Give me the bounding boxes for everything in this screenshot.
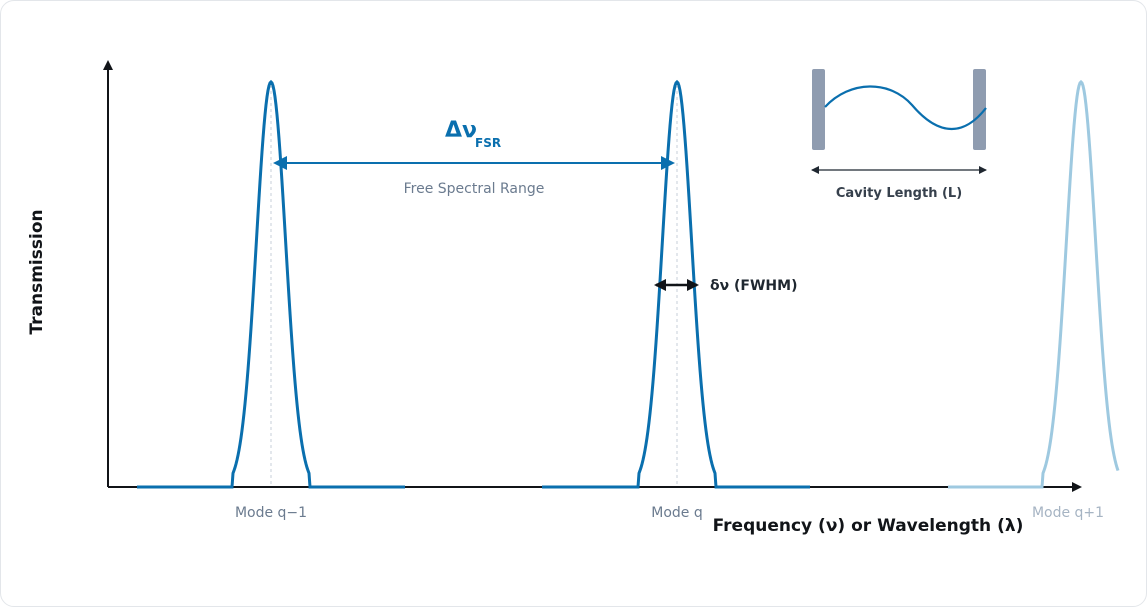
mode-label-q: Mode q — [651, 505, 702, 521]
mode-label-q-minus-1: Mode q−1 — [235, 505, 307, 521]
mode-peak-q-minus-1 — [137, 79, 405, 489]
mode-peak-q — [542, 79, 810, 489]
y-axis-label: Transmission — [27, 209, 47, 334]
x-axis-label: Frequency (ν) or Wavelength (λ) — [713, 516, 1024, 536]
fwhm-label: δν (FWHM) — [710, 278, 797, 294]
mode-peak-q-plus-1 — [948, 79, 1120, 489]
cavity-length-label: Cavity Length (L) — [836, 186, 962, 201]
standing-wave — [824, 85, 987, 130]
left-mirror — [812, 69, 825, 150]
right-mirror — [973, 69, 986, 150]
fsr-subscript: FSR — [475, 136, 501, 150]
fsr-symbol: Δν — [445, 118, 477, 143]
cavity-inset: Cavity Length (L) — [811, 69, 987, 201]
fsr-caption: Free Spectral Range — [404, 181, 545, 197]
mode-label-q-plus-1: Mode q+1 — [1032, 505, 1104, 521]
